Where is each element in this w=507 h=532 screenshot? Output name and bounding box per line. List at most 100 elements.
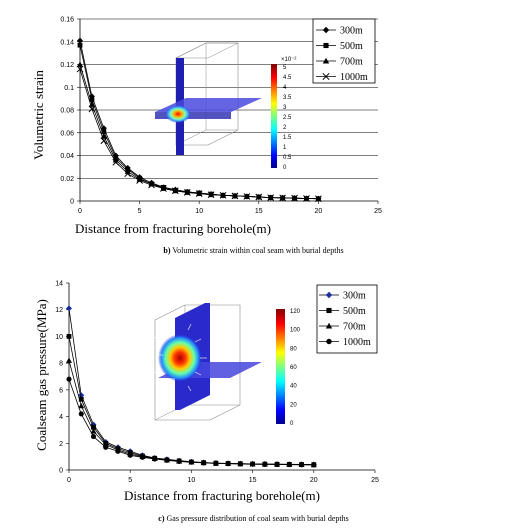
legend-entry: 500m [319,306,366,317]
y-tick-label: 0.12 [60,62,74,69]
y-tick-label: 10 [55,334,63,341]
data-point [100,137,108,145]
x-tick-label: 5 [128,477,132,484]
data-point [207,191,215,199]
colorbar-tick-label: 60 [290,365,297,371]
x-tick-label: 10 [195,208,203,215]
data-point [136,177,143,184]
flow-arrow [166,325,171,333]
y-tick-label: 12 [55,307,63,314]
volumetric-strain-chart: 00.020.040.060.080.10.120.140.16 0 5 10 15 2… [31,17,382,237]
colorbar-exponent: ×10⁻² [281,57,296,63]
y-tick-label: 0.1 [64,85,74,92]
x-marker-stroke [136,177,143,184]
data-point [139,454,145,460]
data-point [325,291,333,299]
colorbar-tick-label: 3.5 [283,95,292,101]
legend-label: 300m [340,26,363,37]
data-point [136,176,143,182]
legend-label: 500m [340,41,363,52]
data-point [201,460,207,466]
colorbar-tick-label: 5 [283,65,287,71]
flow-arrow [153,369,161,374]
x-marker-stroke [160,185,167,192]
data-point [188,459,194,465]
y-tick-label: 0.14 [60,39,74,46]
data-point [66,376,72,382]
plot-axes [77,18,379,204]
legend-entry: 700m [319,322,366,333]
data-point [101,129,107,135]
x-tick-label: 25 [374,208,382,215]
y-tick-label: 0.04 [60,153,74,160]
x-axis-title: Distance from fracturing borehole(m) [124,488,320,503]
legend-entry: 1000m [316,72,368,83]
data-series-group [66,305,317,468]
y-tick-label: 2 [59,441,63,448]
data-point [279,194,286,202]
colorbar-tick-label: 20 [290,402,297,408]
gas-pressure-chart: 0 2 4 6 8 10 12 14 0 5 10 15 20 25 120 100 80 60 40 20 0 3… [34,281,379,504]
x-marker-stroke [76,65,84,73]
colorbar-tick-label: 2 [283,125,287,131]
inset-box-outline [175,42,239,146]
x-tick-label: 15 [249,477,257,484]
data-point [78,402,85,409]
data-point [267,194,275,201]
x-tick-label: 5 [138,208,142,215]
data-point [103,444,109,450]
x-marker-stroke [112,158,120,166]
data-point [164,457,170,463]
x-marker-stroke [207,191,215,199]
colorbar-labels: 120 100 80 60 40 20 0 [290,309,301,427]
colorbar-labels: 5 4.5 4 3.5 3 2.5 2 1.5 1 0.5 0 [283,65,292,171]
y-tick-label: 8 [59,361,63,368]
inset-colorbar [271,64,277,168]
legend-entry: 300m [319,291,366,302]
data-point [195,190,203,197]
flow-arrow [153,336,161,341]
y-tick-label: 0.16 [60,17,74,24]
flow-arrow [168,384,173,391]
legend-entry: 1000m [319,337,371,348]
x-tick-label: 0 [67,477,71,484]
data-point [88,105,96,113]
data-point [88,101,95,107]
x-tick-label: 10 [188,477,196,484]
x-marker-stroke [172,187,179,195]
flow-arrow [194,338,202,343]
series-700m [77,61,322,202]
data-point [243,193,251,200]
data-point [90,428,97,434]
caption-text: Gas pressure distribution of coal seam w… [166,514,349,523]
caption-label: b) [163,246,171,255]
data-series-group [76,37,322,203]
y-tick-label: 0.06 [60,130,74,137]
data-point [172,187,179,195]
y-tick-label: 0 [70,199,74,206]
x-tick-label: 0 [78,208,82,215]
data-point [311,462,317,468]
data-point [286,462,292,468]
inset-box-top [175,42,239,59]
colorbar-tick-label: 4.5 [283,75,292,81]
data-point [77,61,83,67]
y-tick-label: 4 [59,414,63,421]
colorbar-tick-label: 2.5 [283,115,292,121]
data-point [303,195,310,202]
data-point [323,42,329,49]
y-tick-labels: 0 0.02 0.04 0.06 0.08 0.1 0.12 0.14 0.16 [60,17,74,206]
colorbar-tick-label: 40 [290,384,297,390]
x-marker-stroke [315,195,322,203]
y-tick-labels: 0 2 4 6 8 10 12 14 [55,281,63,475]
x-marker-stroke [183,189,191,196]
simulation-inset: ×10⁻² 5 4.5 4 3.5 3 2.5 2 1.5 1 0.5 0 [155,42,296,171]
y-tick-label: 0.08 [60,108,74,115]
data-point [237,461,243,467]
x-tick-labels: 0 5 10 15 20 25 [78,208,382,215]
x-marker-stroke [100,137,108,145]
colorbar-tick-label: 4 [283,85,287,91]
x-tick-label: 15 [255,208,263,215]
figure-caption-b: b) Volumetric strain within coal seam wi… [0,246,507,255]
x-tick-label: 25 [371,477,379,484]
